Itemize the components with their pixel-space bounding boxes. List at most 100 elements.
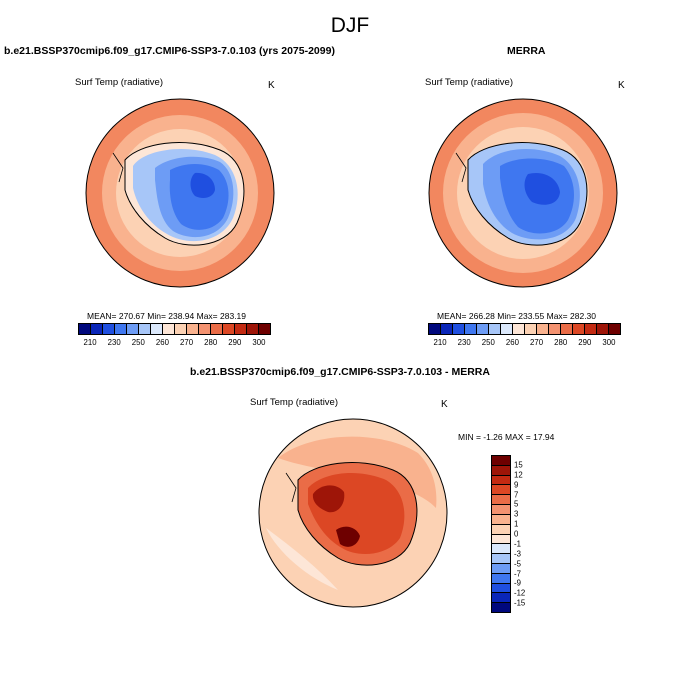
model-colorbar-swatch [199, 324, 211, 334]
model-colorbar-swatch [259, 324, 270, 334]
figure-title: DJF [330, 14, 370, 37]
model-units-label: K [268, 80, 275, 91]
diff-colorbar-tick-label: -15 [514, 598, 526, 608]
model-colorbar-swatch [103, 324, 115, 334]
model-colorbar-swatch [223, 324, 235, 334]
model-variable-label: Surf Temp (radiative) [75, 77, 163, 88]
diff-colorbar-ticks: 15 12 9 7 5 3 1 0 -1 -3 -5 -7 -9 -12 -15 [514, 455, 544, 613]
model-colorbar-swatch [175, 324, 187, 334]
diff-colorbar-tick-label: 3 [514, 509, 519, 519]
obs-colorbar-swatch [537, 324, 549, 334]
model-colorbar-swatch [79, 324, 91, 334]
obs-colorbar-swatch [573, 324, 585, 334]
diff-colorbar-tick-label: 7 [514, 490, 519, 499]
obs-variable-label: Surf Temp (radiative) [425, 77, 513, 88]
model-colorbar-tick-label: 260 [155, 338, 169, 347]
obs-colorbar-swatch [585, 324, 597, 334]
obs-colorbar-swatch [465, 324, 477, 334]
diff-colorbar-swatch [492, 475, 510, 486]
obs-colorbar-ticks: 210 230 250 260 270 280 290 300 [428, 338, 621, 348]
diff-colorbar-swatch [492, 554, 510, 564]
diff-colorbar-swatch [492, 544, 510, 555]
model-colorbar-swatch [151, 324, 163, 334]
obs-colorbar-swatch [477, 324, 489, 334]
diff-colorbar-swatch [492, 505, 510, 515]
diff-colorbar-tick-label: -7 [514, 569, 521, 578]
obs-colorbar-swatch [513, 324, 525, 334]
diff-colorbar-swatch [492, 514, 510, 525]
model-stats: MEAN= 270.67 Min= 238.94 Max= 283.19 [87, 311, 247, 321]
diff-panel-title: b.e21.BSSP370cmip6.f09_g17.CMIP6-SSP3-7.… [190, 366, 490, 378]
obs-colorbar-swatch [453, 324, 465, 334]
obs-panel-title: MERRA [507, 45, 546, 57]
model-colorbar-swatch [115, 324, 127, 334]
diff-colorbar-tick-label: 9 [514, 480, 519, 490]
obs-colorbar-tick-label: 230 [457, 338, 471, 347]
diff-colorbar-tick-label: 12 [514, 470, 523, 480]
model-colorbar-swatch [247, 324, 259, 334]
obs-polar-map [428, 98, 618, 288]
diff-colorbar-swatch [492, 485, 510, 496]
model-colorbar-swatch [211, 324, 223, 334]
obs-colorbar-swatch [525, 324, 537, 334]
diff-colorbar-tick-label: -1 [514, 539, 521, 549]
obs-colorbar-swatch [429, 324, 441, 334]
obs-stats: MEAN= 266.28 Min= 233.55 Max= 282.30 [437, 311, 597, 321]
obs-colorbar-swatch [501, 324, 513, 334]
model-colorbar-swatch [91, 324, 103, 334]
obs-colorbar-tick-label: 300 [602, 338, 616, 347]
obs-colorbar-swatch [609, 324, 620, 334]
obs-colorbar-swatch [597, 324, 609, 334]
model-colorbar-swatch [187, 324, 199, 334]
obs-colorbar-swatch [549, 324, 561, 334]
diff-colorbar-swatch [492, 563, 510, 574]
diff-colorbar-tick-label: 0 [514, 529, 519, 539]
model-polar-map [85, 98, 275, 288]
model-colorbar-tick-label: 210 [83, 338, 97, 347]
obs-colorbar-tick-label: 270 [530, 338, 544, 347]
diff-colorbar-tick-label: -9 [514, 578, 521, 588]
diff-colorbar-swatch [492, 603, 510, 612]
diff-colorbar-swatch [492, 534, 510, 545]
diff-variable-label: Surf Temp (radiative) [250, 397, 338, 408]
obs-colorbar-swatch [489, 324, 501, 334]
diff-colorbar-swatch [492, 465, 510, 476]
obs-colorbar-swatch [441, 324, 453, 334]
obs-colorbar-swatch [561, 324, 573, 334]
diff-stats: MIN = -1.26 MAX = 17.94 [458, 432, 555, 442]
diff-colorbar-tick-label: -3 [514, 549, 521, 559]
model-panel-title: b.e21.BSSP370cmip6.f09_g17.CMIP6-SSP3-7.… [4, 45, 335, 57]
model-colorbar-ticks: 210 230 250 260 270 280 290 300 [78, 338, 271, 348]
diff-colorbar-tick-label: -5 [514, 559, 521, 569]
diff-units-label: K [441, 399, 448, 410]
diff-colorbar [491, 455, 511, 613]
model-colorbar-swatch [163, 324, 175, 334]
model-colorbar-tick-label: 280 [204, 338, 218, 347]
diff-colorbar-tick-label: 1 [514, 519, 519, 529]
obs-colorbar-tick-label: 210 [433, 338, 447, 347]
diff-colorbar-swatch [492, 495, 510, 506]
diff-colorbar-swatch [492, 456, 510, 466]
diff-colorbar-tick-label: 15 [514, 460, 523, 470]
diff-colorbar-tick-label: 5 [514, 499, 519, 509]
model-colorbar-swatch [235, 324, 247, 334]
obs-colorbar [428, 323, 621, 335]
obs-units-label: K [618, 80, 625, 91]
model-colorbar-tick-label: 270 [180, 338, 194, 347]
model-colorbar-tick-label: 230 [107, 338, 121, 347]
obs-colorbar-tick-label: 250 [481, 338, 495, 347]
obs-colorbar-tick-label: 280 [554, 338, 568, 347]
obs-colorbar-tick-label: 290 [578, 338, 592, 347]
diff-colorbar-swatch [492, 573, 510, 584]
model-colorbar-tick-label: 290 [228, 338, 242, 347]
obs-colorbar-tick-label: 260 [505, 338, 519, 347]
model-colorbar-tick-label: 250 [131, 338, 145, 347]
model-colorbar-tick-label: 300 [252, 338, 266, 347]
diff-colorbar-swatch [492, 593, 510, 604]
diff-colorbar-tick-label: -12 [514, 588, 526, 598]
diff-polar-map [258, 418, 448, 608]
diff-colorbar-swatch [492, 524, 510, 535]
model-colorbar-swatch [139, 324, 151, 334]
model-colorbar [78, 323, 271, 335]
diff-colorbar-swatch [492, 583, 510, 594]
